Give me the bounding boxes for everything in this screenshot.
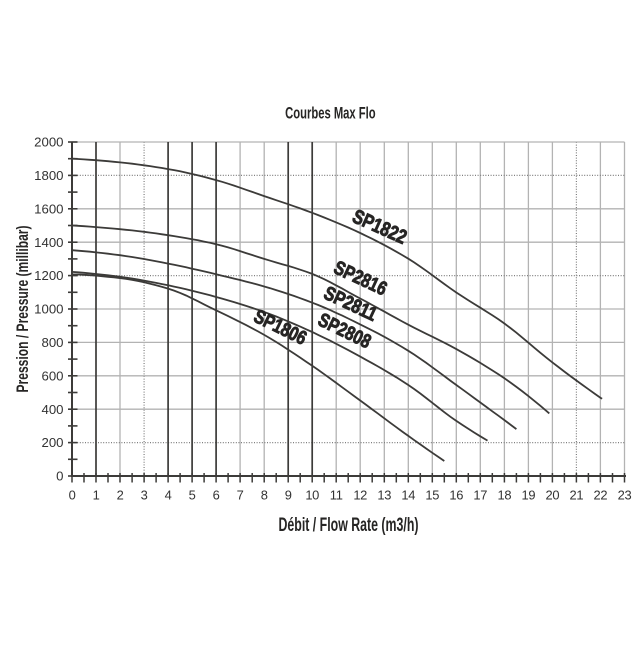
svg-text:800: 800: [41, 335, 63, 350]
svg-text:10: 10: [305, 488, 319, 503]
svg-text:22: 22: [594, 488, 608, 503]
svg-text:8: 8: [261, 488, 268, 503]
svg-text:1400: 1400: [34, 235, 63, 250]
svg-text:9: 9: [285, 488, 292, 503]
svg-text:0: 0: [69, 488, 76, 503]
svg-text:11: 11: [330, 488, 343, 503]
svg-text:14: 14: [401, 488, 415, 503]
svg-text:12: 12: [353, 488, 367, 503]
svg-text:4: 4: [165, 488, 172, 503]
svg-text:400: 400: [41, 402, 63, 417]
svg-text:Pression / Pressure (millibar): Pression / Pressure (millibar): [13, 226, 32, 393]
svg-text:Débit / Flow Rate (m3/h): Débit / Flow Rate (m3/h): [279, 515, 419, 536]
svg-text:1800: 1800: [34, 168, 63, 183]
svg-text:6: 6: [213, 488, 220, 503]
svg-text:18: 18: [498, 488, 512, 503]
svg-text:1: 1: [93, 488, 100, 503]
svg-text:21: 21: [570, 488, 584, 503]
svg-text:5: 5: [189, 488, 196, 503]
svg-text:23: 23: [618, 488, 632, 503]
svg-text:1200: 1200: [34, 268, 63, 283]
svg-text:1600: 1600: [34, 201, 63, 216]
svg-text:0: 0: [56, 469, 63, 484]
svg-text:600: 600: [41, 368, 63, 383]
svg-text:200: 200: [41, 435, 63, 450]
svg-text:3: 3: [141, 488, 148, 503]
svg-text:2000: 2000: [34, 135, 63, 150]
svg-text:16: 16: [449, 488, 463, 503]
svg-text:7: 7: [237, 488, 244, 503]
svg-text:2: 2: [117, 488, 124, 503]
svg-text:17: 17: [473, 488, 487, 503]
svg-text:19: 19: [522, 488, 536, 503]
svg-text:1000: 1000: [34, 302, 63, 317]
svg-text:13: 13: [377, 488, 391, 503]
svg-text:Courbes Max Flo: Courbes Max Flo: [285, 104, 376, 123]
svg-text:20: 20: [546, 488, 560, 503]
svg-text:15: 15: [425, 488, 439, 503]
